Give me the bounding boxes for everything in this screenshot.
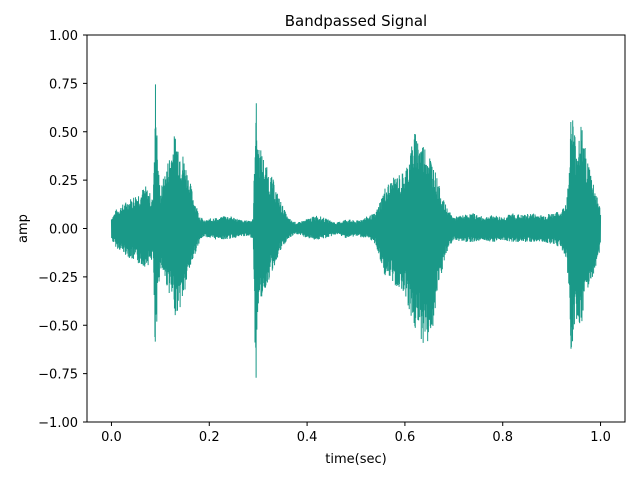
- plot-area: [110, 84, 602, 378]
- y-tick-label: 0.00: [49, 223, 78, 238]
- chart-title: Bandpassed Signal: [285, 12, 427, 30]
- signal-waveform: [110, 84, 602, 378]
- y-tick-label: 1.00: [49, 29, 78, 44]
- y-tick-label: 0.75: [49, 77, 78, 92]
- y-tick-label: 0.25: [49, 174, 78, 189]
- x-tick-label: 1.0: [590, 430, 611, 445]
- y-tick-label: −0.25: [38, 271, 78, 286]
- x-tick-label: 0.8: [492, 430, 513, 445]
- y-tick-label: −1.00: [38, 416, 78, 431]
- x-tick-label: 0.4: [297, 430, 318, 445]
- y-tick-label: −0.50: [38, 319, 78, 334]
- x-tick-label: 0.6: [395, 430, 416, 445]
- y-tick-label: 0.50: [49, 126, 78, 141]
- y-tick-label: −0.75: [38, 368, 78, 383]
- x-axis-ticks: 0.0 0.2 0.4 0.6 0.8 1.0: [101, 422, 611, 445]
- x-tick-label: 0.2: [199, 430, 220, 445]
- x-tick-label: 0.0: [101, 430, 122, 445]
- y-axis-label: amp: [16, 214, 31, 243]
- x-axis-label: time(sec): [325, 452, 386, 467]
- y-axis-ticks: −1.00 −0.75 −0.50 −0.25 0.00 0.25 0.50 0.75 1.00: [38, 29, 87, 431]
